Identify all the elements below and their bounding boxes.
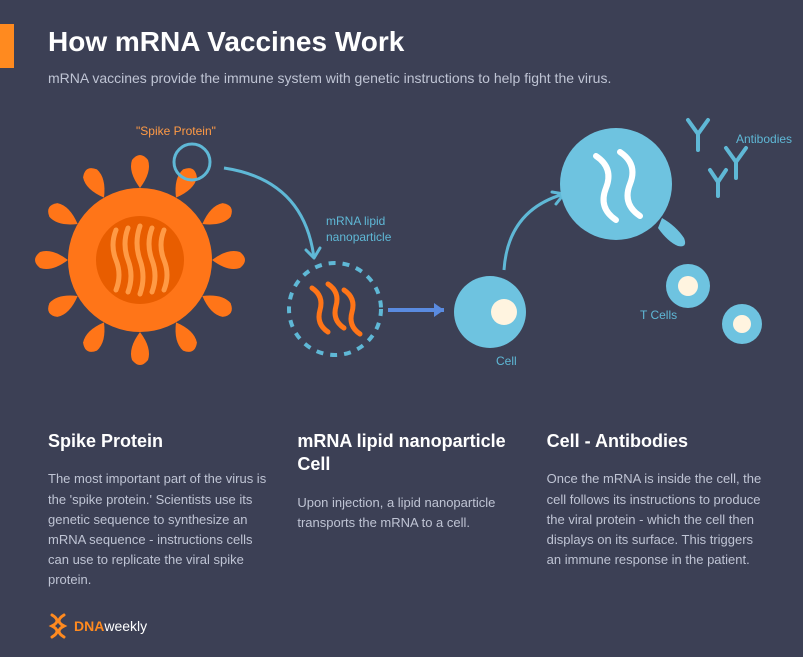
col-heading: Spike Protein xyxy=(48,430,269,453)
page-title: How mRNA Vaccines Work xyxy=(48,26,404,58)
col-body: The most important part of the virus is … xyxy=(48,469,269,590)
antibodies-icon xyxy=(668,110,768,200)
cell-label: Cell xyxy=(496,354,517,370)
col-body: Once the mRNA is inside the cell, the ce… xyxy=(547,469,768,570)
logo-bold: DNA xyxy=(74,618,104,634)
column-spike: Spike Protein The most important part of… xyxy=(48,430,269,590)
spike-label: "Spike Protein" xyxy=(136,124,216,140)
page-subtitle: mRNA vaccines provide the immune system … xyxy=(48,70,611,86)
tcell-icon xyxy=(662,260,714,312)
nanoparticle-icon xyxy=(284,258,386,360)
dna-logo-icon xyxy=(48,613,68,639)
col-body: Upon injection, a lipid nanoparticle tra… xyxy=(297,493,518,533)
logo-text: DNAweekly xyxy=(74,618,147,634)
logo: DNAweekly xyxy=(48,613,147,639)
col-heading: mRNA lipid nanoparticle Cell xyxy=(297,430,518,477)
diagram-area: "Spike Protein" mRNA lipid nanoparticle … xyxy=(30,110,770,410)
tcell-icon xyxy=(718,300,766,348)
antibodies-label: Antibodies xyxy=(736,132,792,148)
arrow-nano-to-cell-icon xyxy=(386,298,458,322)
column-antibodies: Cell - Antibodies Once the mRNA is insid… xyxy=(547,430,768,590)
columns: Spike Protein The most important part of… xyxy=(48,430,768,590)
cell-icon xyxy=(450,272,530,352)
accent-bar xyxy=(0,24,14,68)
column-nanoparticle: mRNA lipid nanoparticle Cell Upon inject… xyxy=(297,430,518,590)
logo-light: weekly xyxy=(104,618,147,634)
col-heading: Cell - Antibodies xyxy=(547,430,768,453)
spike-callout-icon xyxy=(170,140,214,184)
tcells-label: T Cells xyxy=(640,308,677,324)
nanoparticle-label: mRNA lipid nanoparticle xyxy=(326,214,391,245)
